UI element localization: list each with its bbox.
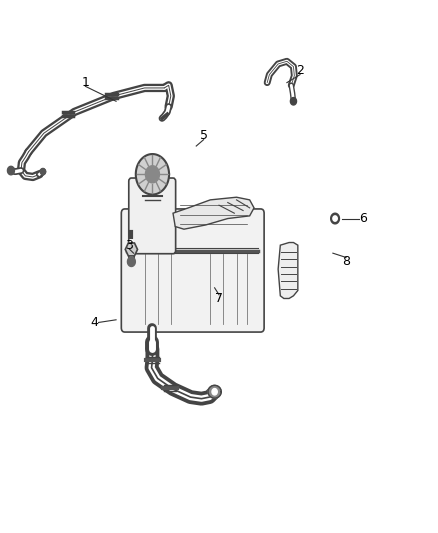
Polygon shape [125, 243, 138, 256]
Text: 2: 2 [296, 64, 304, 77]
FancyBboxPatch shape [121, 209, 264, 332]
Polygon shape [212, 389, 217, 395]
FancyBboxPatch shape [129, 178, 176, 254]
Polygon shape [290, 98, 297, 105]
Polygon shape [331, 213, 339, 224]
Text: 6: 6 [360, 212, 367, 225]
Polygon shape [40, 168, 46, 175]
Polygon shape [333, 216, 337, 221]
Text: 1: 1 [81, 76, 89, 89]
Polygon shape [278, 243, 298, 298]
Text: 5: 5 [200, 130, 208, 142]
Polygon shape [7, 166, 14, 175]
Polygon shape [127, 257, 135, 266]
Text: 8: 8 [342, 255, 350, 268]
Polygon shape [208, 385, 221, 398]
Text: 7: 7 [215, 292, 223, 305]
Polygon shape [145, 166, 159, 183]
Text: 3: 3 [125, 239, 133, 252]
Polygon shape [136, 154, 169, 195]
Polygon shape [173, 197, 254, 229]
Text: 4: 4 [90, 316, 98, 329]
